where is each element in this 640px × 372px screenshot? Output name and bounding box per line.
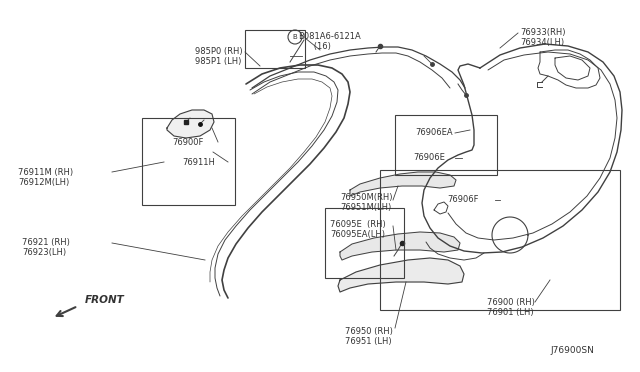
Text: FRONT: FRONT bbox=[85, 295, 125, 305]
Text: J76900SN: J76900SN bbox=[550, 346, 594, 355]
Bar bbox=[380, 170, 620, 310]
Text: 76921 (RH)
76923(LH): 76921 (RH) 76923(LH) bbox=[22, 238, 70, 257]
Text: 76933(RH)
76934(LH): 76933(RH) 76934(LH) bbox=[520, 28, 566, 47]
Text: 76906EA: 76906EA bbox=[415, 128, 452, 137]
Text: 76906F: 76906F bbox=[447, 195, 479, 204]
Text: 76900 (RH)
76901 (LH): 76900 (RH) 76901 (LH) bbox=[487, 298, 535, 317]
Polygon shape bbox=[338, 258, 464, 292]
Bar bbox=[325, 208, 404, 278]
Text: 76095E  (RH)
76095EA(LH): 76095E (RH) 76095EA(LH) bbox=[330, 220, 386, 240]
Bar bbox=[395, 115, 497, 175]
Text: 76950 (RH)
76951 (LH): 76950 (RH) 76951 (LH) bbox=[345, 327, 393, 346]
Text: B081A6-6121A
      (16): B081A6-6121A (16) bbox=[298, 32, 361, 51]
Text: 76900F: 76900F bbox=[172, 138, 204, 147]
Polygon shape bbox=[340, 232, 460, 260]
Text: 76911M (RH)
76912M(LH): 76911M (RH) 76912M(LH) bbox=[18, 168, 73, 187]
Text: 76906E: 76906E bbox=[413, 153, 445, 162]
Bar bbox=[245, 30, 305, 68]
Text: 76950M(RH)
76951M(LH): 76950M(RH) 76951M(LH) bbox=[340, 193, 392, 212]
Bar bbox=[142, 118, 235, 205]
Text: 985P0 (RH)
985P1 (LH): 985P0 (RH) 985P1 (LH) bbox=[195, 47, 243, 66]
Text: 76911H: 76911H bbox=[182, 158, 215, 167]
Polygon shape bbox=[167, 110, 214, 138]
Polygon shape bbox=[350, 172, 456, 196]
Text: B: B bbox=[292, 34, 298, 40]
